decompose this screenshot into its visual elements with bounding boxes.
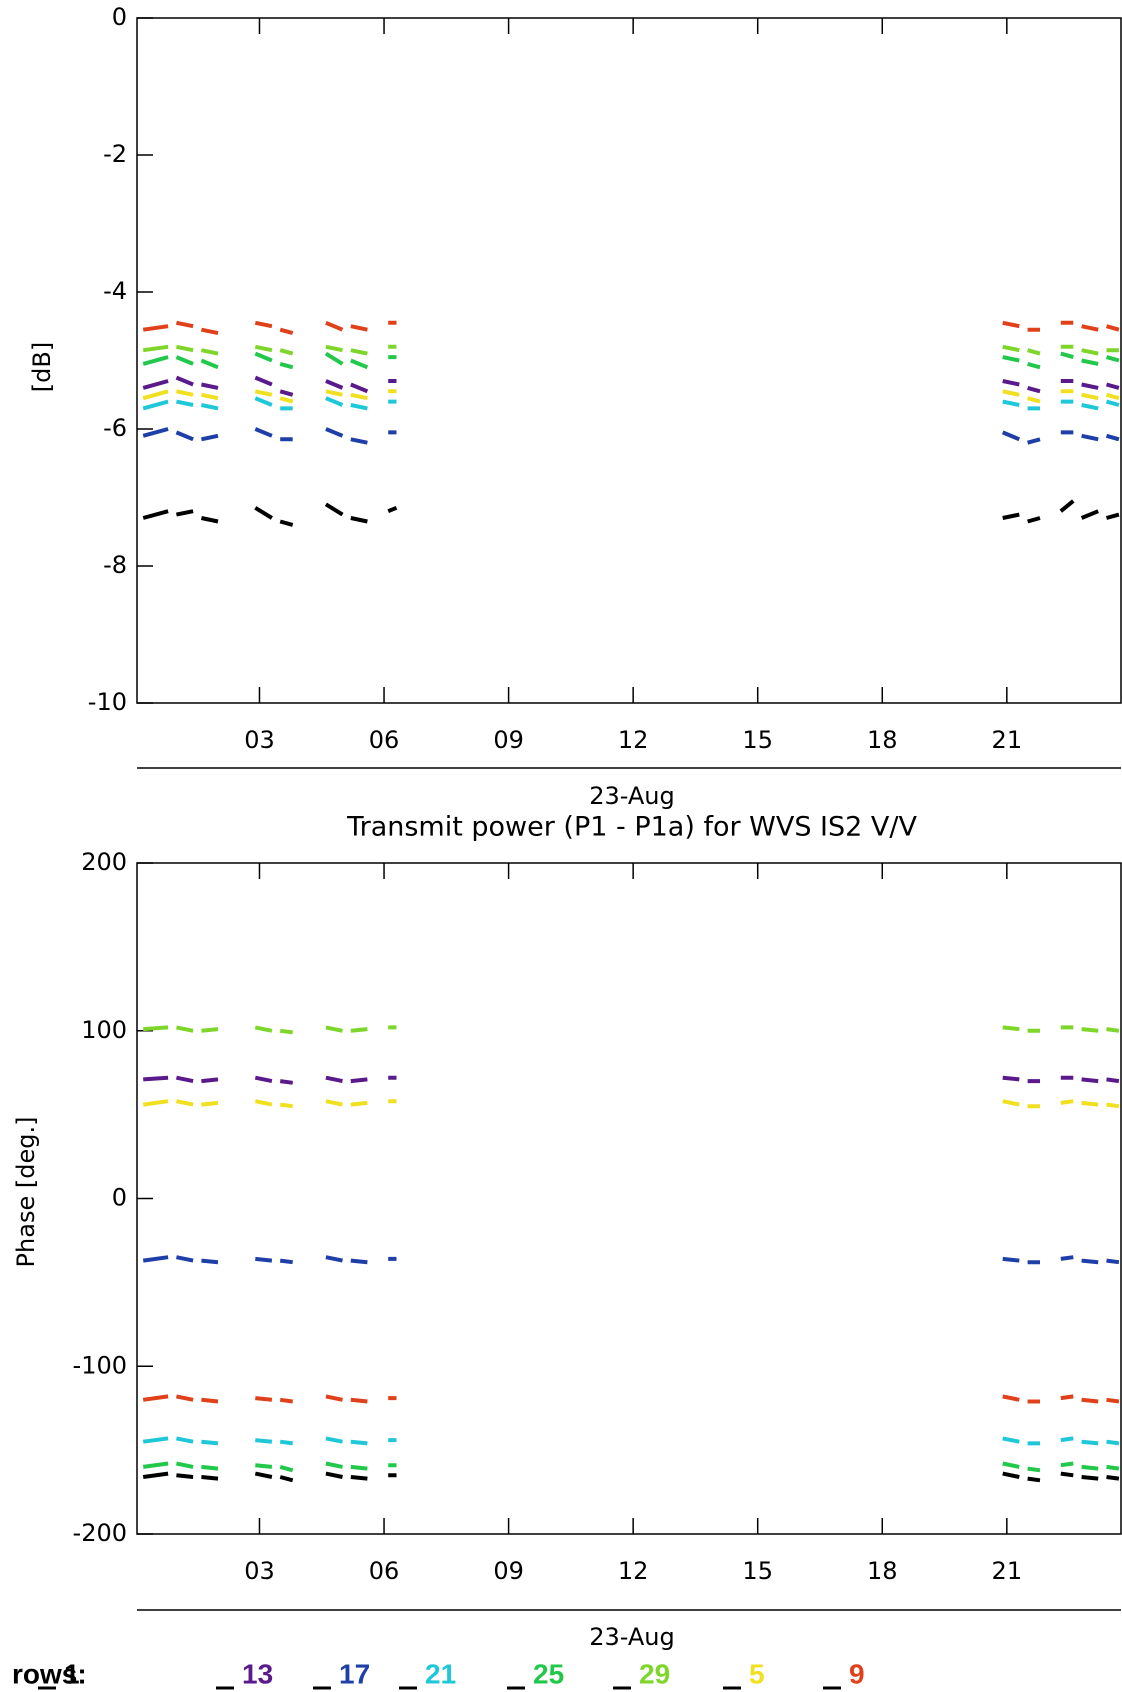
series-line [142,1471,1120,1483]
legend-label: 9 [849,1658,865,1689]
series-line [142,427,1120,445]
y-tick-label: -200 [73,1519,127,1547]
x-tick-label: 15 [742,1557,773,1585]
series-line [142,1394,1120,1404]
y-tick-label: 100 [81,1016,127,1044]
x-axis-label: 23-Aug [589,782,675,810]
legend-title: rows: [12,1658,87,1689]
series-line [142,320,1120,336]
x-axis-label: 23-Aug [589,1623,675,1651]
series-line [142,1461,1120,1473]
x-tick-label: 18 [867,1557,898,1585]
x-tick-label: 06 [369,1557,400,1585]
y-tick-label: -8 [103,551,127,579]
plot-frame [136,17,1122,704]
legend-label: 13 [242,1658,273,1689]
series-line [142,499,1120,527]
y-tick-label: 200 [81,848,127,876]
y-tick-label: -4 [103,277,127,305]
y-tick-label: 0 [112,3,127,31]
y-axis-label: Phase [deg.] [12,1117,40,1268]
series-line [142,375,1120,397]
y-tick-label: -10 [88,688,127,716]
y-tick-label: 0 [112,1184,127,1212]
x-tick-label: 03 [244,726,275,754]
series-line [143,1025,1120,1035]
series-line [142,389,1120,404]
legend-label: 1 [64,1658,80,1689]
y-tick-label: -6 [103,414,127,442]
x-tick-label: 21 [992,726,1023,754]
plot-frame [136,862,1122,1535]
y-tick-label: -2 [103,140,127,168]
series-line [142,396,1120,411]
legend-label: 29 [639,1658,670,1689]
chart-title: Transmit power (P1 - P1a) for WVS IS2 V/… [346,812,917,843]
x-tick-label: 09 [493,1557,524,1585]
series-line [143,1075,1120,1085]
x-tick-label: 03 [244,1557,275,1585]
legend-label: 25 [533,1658,564,1689]
series-line [142,1255,1120,1265]
x-tick-label: 06 [369,726,400,754]
legend-label: 21 [425,1658,456,1689]
series-line [142,344,1119,356]
x-tick-label: 09 [493,726,524,754]
x-tick-label: 15 [742,726,773,754]
y-tick-label: -100 [73,1351,127,1379]
x-tick-label: 21 [992,1557,1023,1585]
x-tick-label: 18 [867,726,898,754]
series-line [142,1436,1120,1446]
x-tick-label: 12 [618,726,649,754]
series-line [142,351,1120,370]
legend-label: 5 [749,1658,765,1689]
legend-label: 17 [339,1658,370,1689]
y-axis-label: [dB] [28,342,56,392]
x-tick-label: 12 [618,1557,649,1585]
series-line [142,1099,1120,1109]
